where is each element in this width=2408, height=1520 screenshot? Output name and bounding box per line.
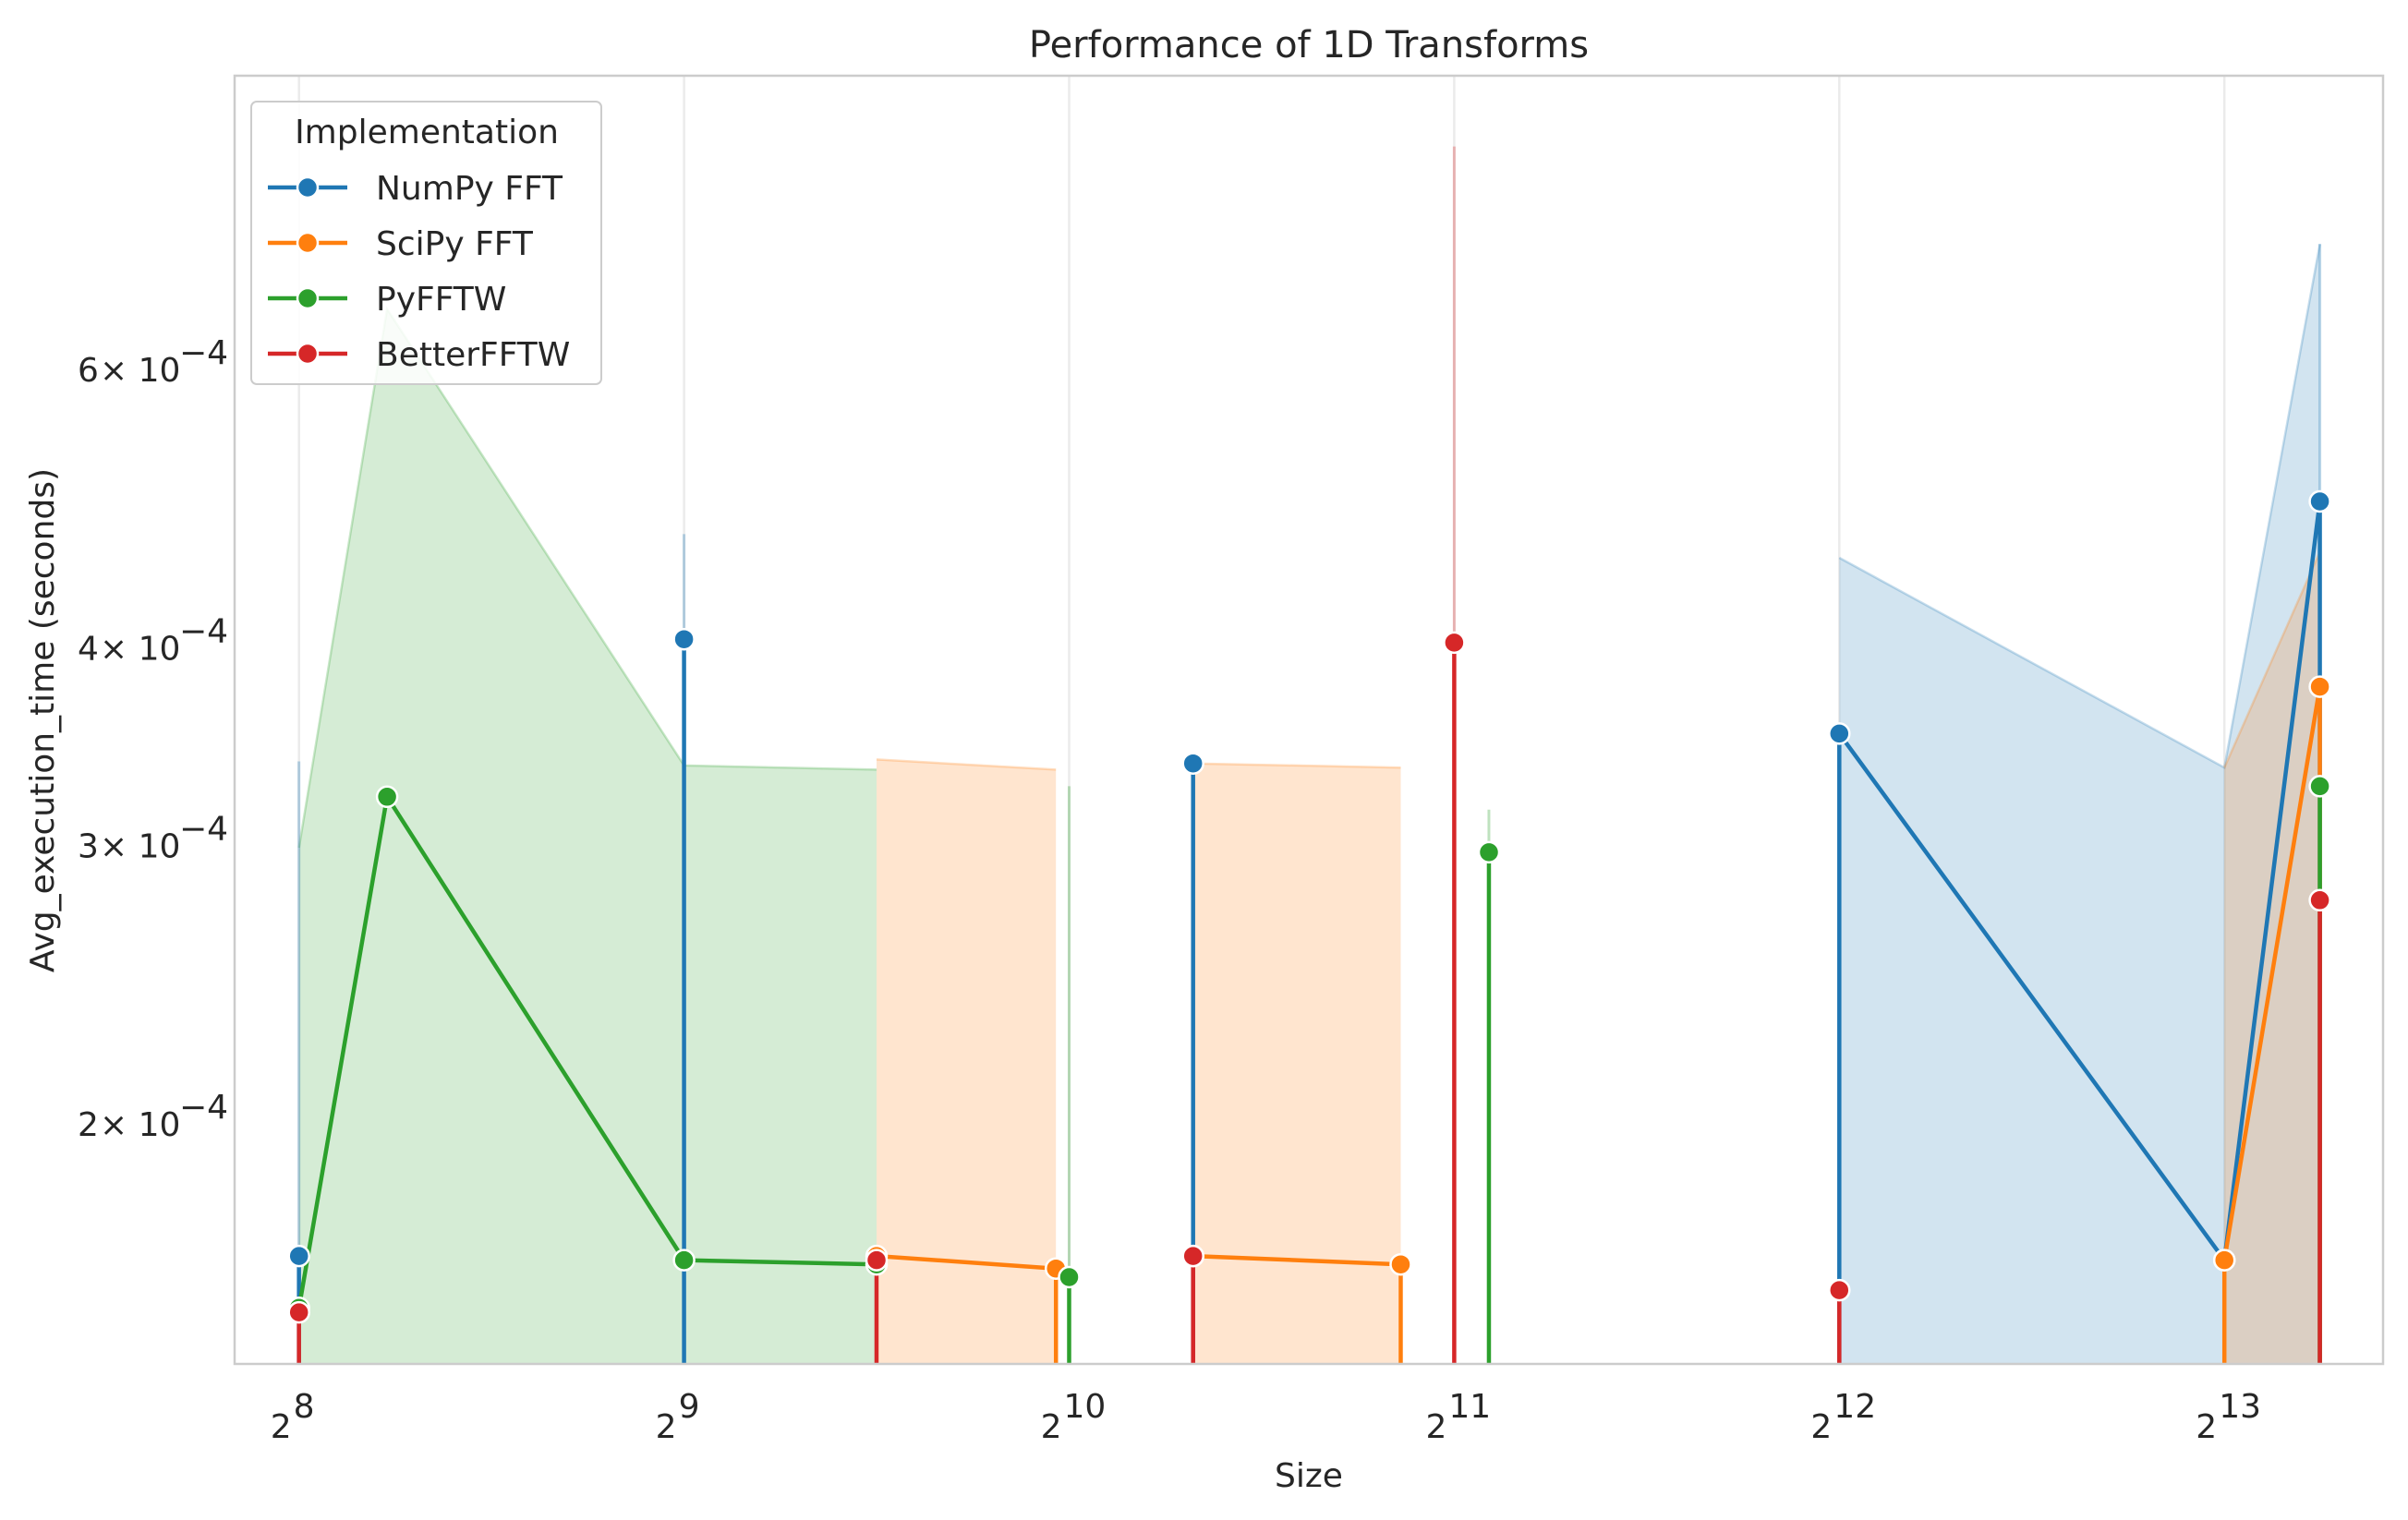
x-tick-label-0: 28 [271,1388,315,1446]
x-tick-exponent: 8 [294,1388,315,1426]
y-tick-mantissa: 4 [78,630,99,668]
betterfftw-point-4 [1828,1278,1851,1302]
y-tick-base: × 10 [100,352,180,390]
y-tick-label-2: 4 × 10−4 [78,612,228,668]
numpy-fft-point-2 [1181,752,1204,775]
legend-title: Implementation [295,114,559,151]
legend-entry-pyfftw: PyFFTW [268,281,506,319]
numpy-fft-point-1 [672,627,696,651]
ci-band-layer [297,244,2321,1365]
x-tick-label-3: 211 [1425,1388,1491,1446]
betterfftw-point-5 [2308,888,2331,912]
numpy-fft-ci-band-edge-0 [1838,244,2321,770]
numpy-fft-point-5 [2308,489,2331,513]
x-tick-exponent: 12 [1833,1388,1876,1426]
pyfftw-ci-band-edge-0 [297,306,877,849]
numpy-fft-ci-band-0 [1839,244,2320,1364]
numpy-fft-point-3 [1828,722,1851,745]
chart-title: Performance of 1D Transforms [1029,24,1589,66]
scipy-fft-ci-band-edge-0 [876,758,1057,771]
x-tick-label-2: 210 [1041,1388,1107,1446]
pyfftw-point-5 [1477,840,1501,864]
x-tick-exponent: 10 [1063,1388,1106,1426]
scipy-fft-ci-band-edge-1 [1192,762,1401,769]
numpy-fft-point-0 [287,1244,310,1268]
x-tick-label-1: 29 [656,1388,700,1446]
marker-layer [287,489,2331,1324]
legend-marker [296,286,320,310]
legend-label: NumPy FFT [376,170,563,208]
x-tick-base: 2 [656,1408,677,1446]
y-tick-exponent: −4 [179,334,228,372]
legend-label: SciPy FFT [376,225,534,263]
scipy-fft-ci-band-2 [2224,551,2320,1364]
x-tick-label-5: 213 [2196,1388,2261,1446]
legend-marker [296,175,320,199]
x-tick-exponent: 13 [2219,1388,2261,1426]
legend-entry-scipy-fft: SciPy FFT [268,225,534,263]
y-tick-label-0: 2 × 10−4 [78,1089,228,1144]
y-tick-base: × 10 [100,1106,180,1144]
scipy-fft-point-3 [1389,1252,1412,1276]
y-tick-labels: 2 × 10−43 × 10−44 × 10−46 × 10−4 [78,334,228,1144]
legend-marker [296,231,320,255]
y-tick-base: × 10 [100,827,180,865]
y-tick-mantissa: 2 [78,1106,99,1144]
scipy-fft-point-5 [2308,675,2331,698]
pyfftw-ci-band-0 [298,308,877,1365]
legend-box [250,101,602,385]
x-tick-base: 2 [1425,1408,1446,1446]
pyfftw-point-4 [1058,1265,1081,1289]
y-tick-mantissa: 3 [78,827,99,865]
pyfftw-line-0 [296,794,877,1309]
legend-entries: NumPy FFT SciPy FFT PyFFTW BetterFFTW [268,170,570,374]
legend-label: BetterFFTW [376,336,570,374]
x-tick-label-4: 212 [1810,1388,1876,1446]
y-tick-exponent: −4 [179,1089,228,1127]
pyfftw-point-2 [672,1249,696,1272]
x-tick-base: 2 [2196,1408,2217,1446]
scipy-fft-line-1 [1192,1253,1401,1267]
scipy-fft-point-4 [2212,1249,2236,1272]
y-axis-label: Avg_execution_time (seconds) [24,468,62,972]
scipy-fft-line-2 [2221,686,2322,1261]
x-tick-base: 2 [1041,1408,1062,1446]
y-tick-label-1: 3 × 10−4 [78,810,228,865]
x-tick-base: 2 [1810,1408,1832,1446]
plot-frame [233,74,2385,1366]
legend-entry-numpy-fft: NumPy FFT [268,170,563,208]
legend: Implementation NumPy FFT SciPy FFT PyFFTW B… [250,101,602,385]
scipy-fft-ci-band-0 [877,759,1057,1364]
y-tick-mantissa: 6 [78,352,99,390]
legend-marker [296,342,320,366]
x-tick-base: 2 [271,1408,292,1446]
betterfftw-point-0 [287,1300,310,1324]
x-tick-exponent: 11 [1448,1388,1491,1426]
scipy-fft-ci-band-1 [1192,763,1401,1364]
y-tick-base: × 10 [100,630,180,668]
betterfftw-point-2 [1181,1244,1204,1268]
x-axis-label: Size [1275,1457,1343,1495]
betterfftw-point-3 [1443,631,1466,655]
pyfftw-point-1 [375,785,399,809]
legend-label: PyFFTW [376,281,506,319]
scipy-fft-line-0 [876,1253,1057,1271]
x-tick-exponent: 9 [679,1388,700,1426]
y-tick-label-3: 6 × 10−4 [78,334,228,390]
y-tick-exponent: −4 [179,612,228,650]
betterfftw-point-1 [865,1249,889,1272]
pyfftw-point-6 [2308,775,2331,798]
scipy-fft-ci-band-edge-2 [2223,550,2321,768]
y-tick-exponent: −4 [179,810,228,848]
legend-entry-betterfftw: BetterFFTW [268,336,570,374]
